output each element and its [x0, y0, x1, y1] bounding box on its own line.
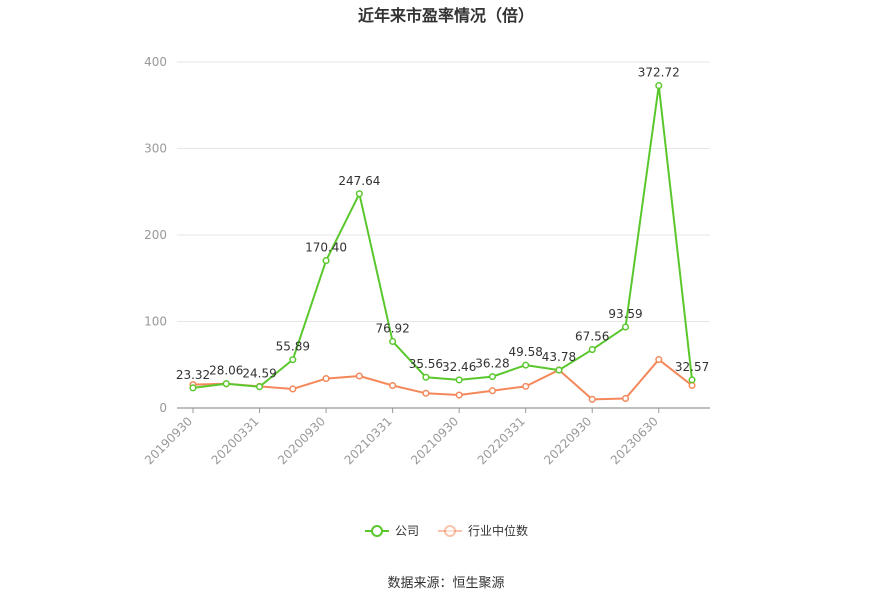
data-point: [455, 391, 463, 399]
y-tick-label: 200: [144, 228, 167, 242]
data-point: [422, 389, 430, 397]
x-tick-label: 20190930: [142, 414, 195, 467]
data-label: 24.59: [242, 367, 276, 381]
grid-layer: [177, 61, 710, 322]
series-layer: [189, 82, 696, 403]
y-tick-label: 400: [144, 55, 167, 69]
series-line-0: [192, 84, 694, 389]
x-tick-label: 20210331: [342, 414, 395, 467]
legend[interactable]: 公司 行业中位数: [365, 523, 528, 538]
legend-marker: [371, 525, 383, 537]
series-line-1: [192, 358, 693, 401]
data-label: 28.06: [209, 364, 243, 378]
data-point: [522, 382, 530, 390]
axis-layer: 0 100 200 300 400 20190930 20200331 20200930 202…: [142, 55, 710, 467]
data-point: [522, 361, 530, 369]
data-point: [322, 257, 330, 265]
data-point: [289, 356, 297, 364]
data-point: [588, 395, 596, 403]
data-label: 247.64: [338, 174, 380, 188]
data-label: 76.92: [375, 321, 409, 335]
data-point: [222, 380, 230, 388]
y-tick-label: 300: [144, 142, 167, 156]
data-point: [189, 384, 197, 392]
data-label: 93.59: [608, 307, 642, 321]
data-point: [455, 376, 463, 384]
data-point: [322, 375, 330, 383]
data-point: [555, 366, 563, 374]
data-point: [422, 373, 430, 381]
legend-item-0[interactable]: 公司: [365, 524, 419, 538]
legend-item-1[interactable]: 行业中位数: [438, 523, 528, 538]
data-point: [488, 373, 496, 381]
data-source: 数据来源：恒生聚源: [387, 576, 504, 591]
data-label: 55.89: [276, 340, 310, 354]
data-label: 32.57: [675, 360, 709, 374]
data-label: 35.56: [409, 357, 443, 371]
x-tick-label: 20200331: [209, 414, 262, 467]
data-label: 32.46: [442, 360, 476, 374]
x-tick-label: 20200930: [275, 414, 328, 467]
data-point: [488, 387, 496, 395]
data-label: 36.28: [475, 357, 509, 371]
data-point: [621, 394, 630, 403]
legend-marker: [444, 525, 456, 537]
data-point: [621, 323, 630, 331]
chart-title: 近年来市盈率情况（倍）: [358, 6, 534, 25]
legend-label: 行业中位数: [468, 523, 528, 538]
data-label: 23.32: [176, 368, 210, 382]
data-point: [655, 356, 663, 364]
data-label: 170.40: [305, 241, 347, 255]
legend-label: 公司: [395, 524, 419, 538]
x-tick-label: 20210930: [408, 414, 461, 467]
data-label: 49.58: [509, 345, 543, 359]
data-label: 67.56: [575, 330, 609, 344]
data-label: 372.72: [638, 66, 680, 80]
data-point: [355, 372, 363, 380]
x-tick-label: 20220930: [541, 414, 594, 467]
data-point: [389, 381, 397, 390]
data-point: [355, 190, 363, 198]
x-tick-label: 20220331: [475, 414, 528, 467]
data-point: [389, 337, 397, 346]
data-point: [688, 376, 696, 384]
y-tick-label: 0: [159, 401, 167, 415]
data-point: [688, 381, 696, 390]
data-point: [588, 346, 596, 354]
data-label: 43.78: [542, 350, 576, 364]
y-tick-label: 100: [144, 315, 167, 329]
data-point: [289, 385, 297, 393]
data-point: [655, 82, 663, 90]
x-tick-label: 20230630: [608, 414, 661, 467]
data-point: [255, 383, 264, 391]
